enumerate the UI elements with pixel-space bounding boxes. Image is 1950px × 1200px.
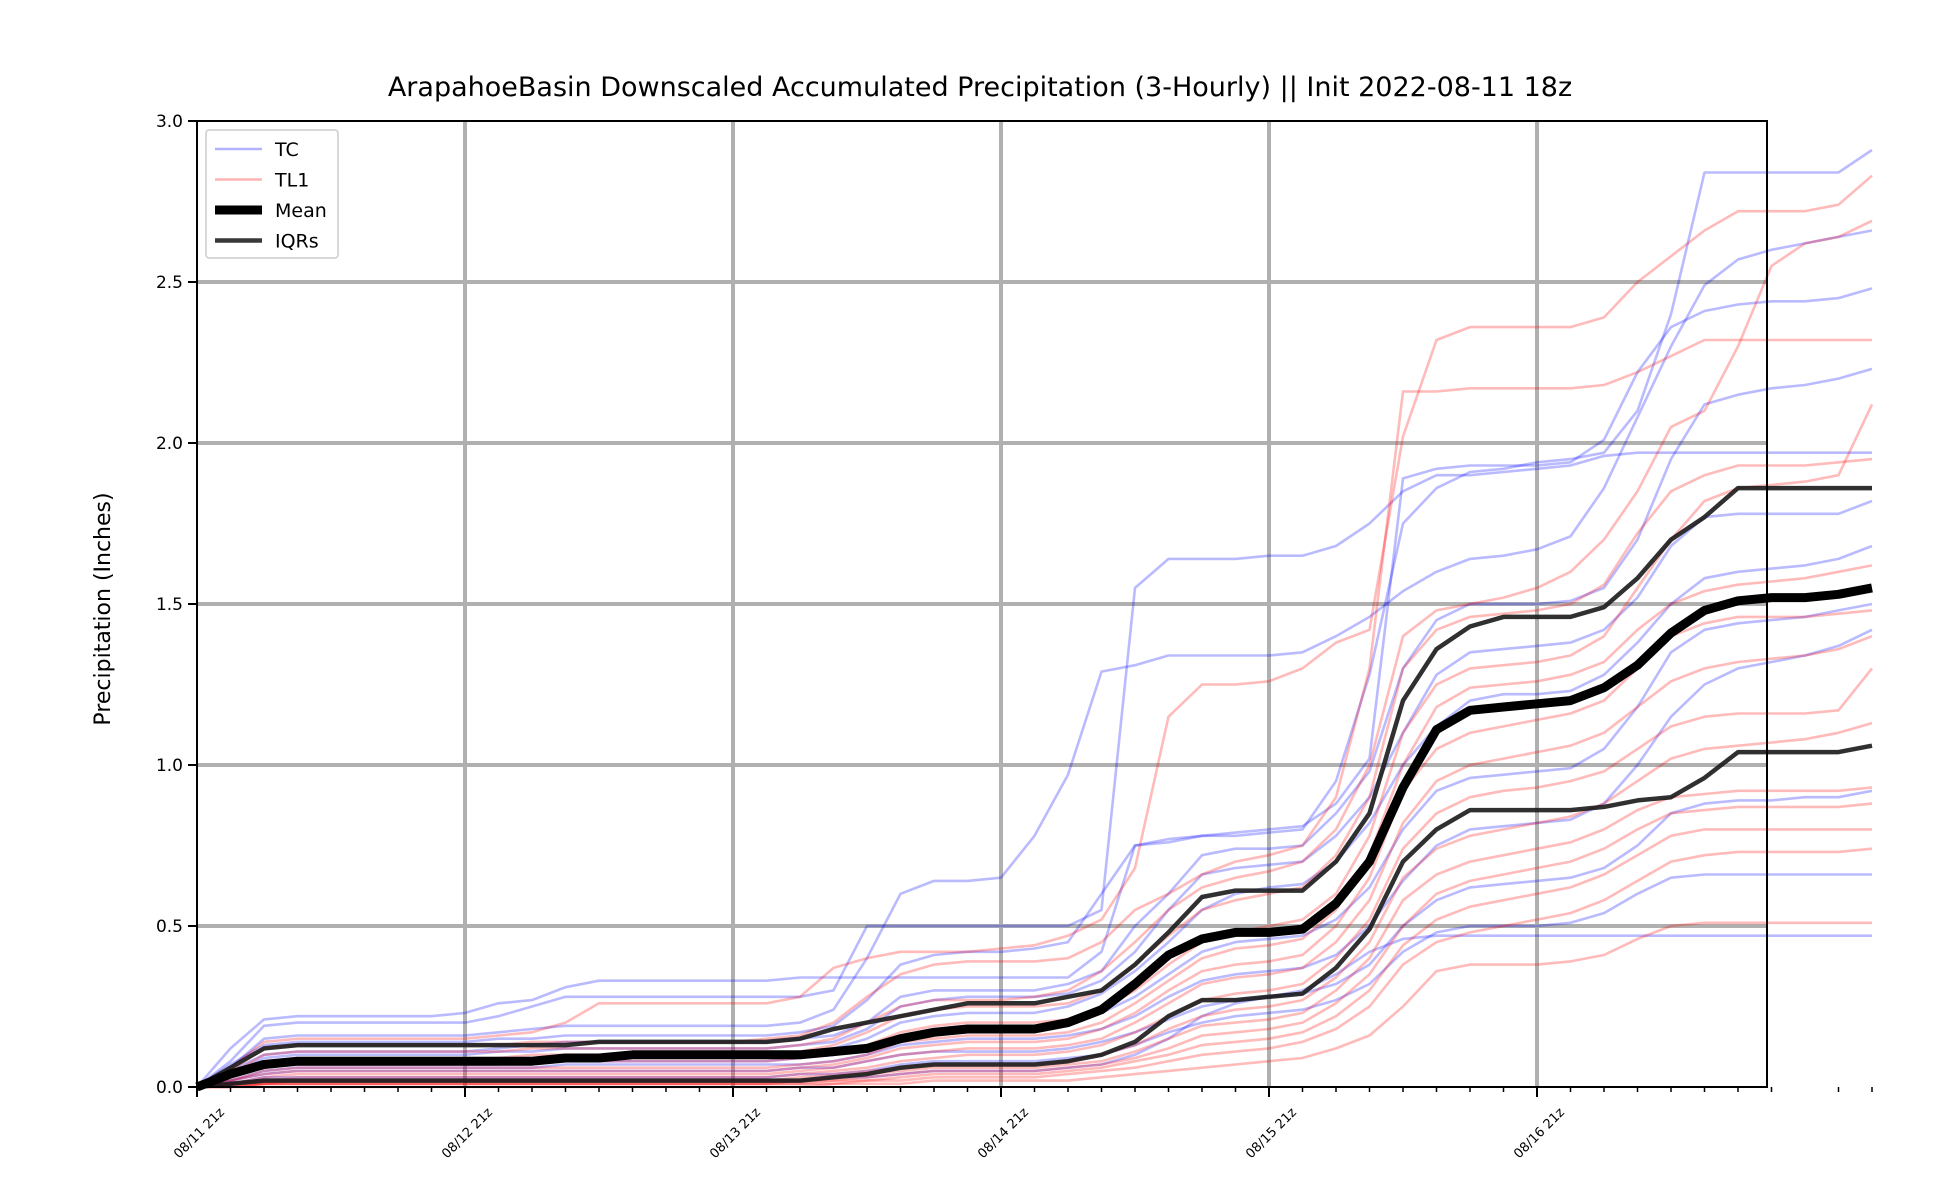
- series-line-tl1-19: [196, 634, 1873, 1089]
- series-line-tl1-25: [197, 847, 1873, 1089]
- series-line-tl1-18: [196, 609, 1873, 1089]
- y-tick-label: 0.5: [156, 917, 183, 937]
- chart-title: ArapahoeBasin Downscaled Accumulated Pre…: [388, 72, 1572, 103]
- y-axis: 0.0 0.5 1.0 1.5 2.0 2.5 3.0: [156, 112, 197, 1098]
- legend-label-mean: Mean: [275, 200, 327, 222]
- y-tick-label: 1.5: [156, 595, 183, 615]
- series-line-tc-3: [196, 148, 1873, 1089]
- legend-label-iqrs: IQRs: [275, 231, 319, 253]
- y-tick-label: 1.0: [156, 756, 183, 776]
- series-line-tc-2: [196, 229, 1873, 1089]
- series-line-tl1-20: [196, 667, 1874, 1089]
- ensemble-series: [196, 148, 1874, 1089]
- series-line-tl1-12: [196, 174, 1873, 1089]
- series-line-tl1-17: [196, 564, 1873, 1089]
- legend-box: [205, 129, 339, 259]
- series-line-tc-9: [196, 789, 1873, 1089]
- series-line-tc-4: [196, 367, 1873, 1089]
- y-axis-label: Precipitation (Inches): [91, 492, 116, 725]
- legend-label-tc: TC: [274, 139, 299, 161]
- mean-line: [195, 583, 1873, 1092]
- legend: TC TL1 Mean IQRs: [205, 129, 339, 259]
- series-line-tc-10: [196, 873, 1872, 1089]
- series-line-tc-0: [196, 287, 1873, 1088]
- series-line-tl1-14: [196, 219, 1873, 1089]
- series-line-tc-1: [196, 451, 1872, 1089]
- series-line-tl1-24: [197, 828, 1872, 1089]
- iqr-upper-line: [195, 485, 1872, 1089]
- legend-label-tl1: TL1: [274, 170, 309, 192]
- y-tick-label: 2.0: [156, 434, 183, 454]
- series-line-tl1-23: [197, 802, 1873, 1089]
- y-tick-label: 0.0: [156, 1078, 183, 1098]
- iqr-lower-line: [196, 743, 1873, 1090]
- y-tick-label: 3.0: [156, 112, 183, 132]
- series-line-tc-5: [196, 499, 1873, 1089]
- y-tick-label: 2.5: [156, 273, 183, 293]
- grid-lines: [197, 121, 1767, 1087]
- summary-series: [195, 485, 1873, 1092]
